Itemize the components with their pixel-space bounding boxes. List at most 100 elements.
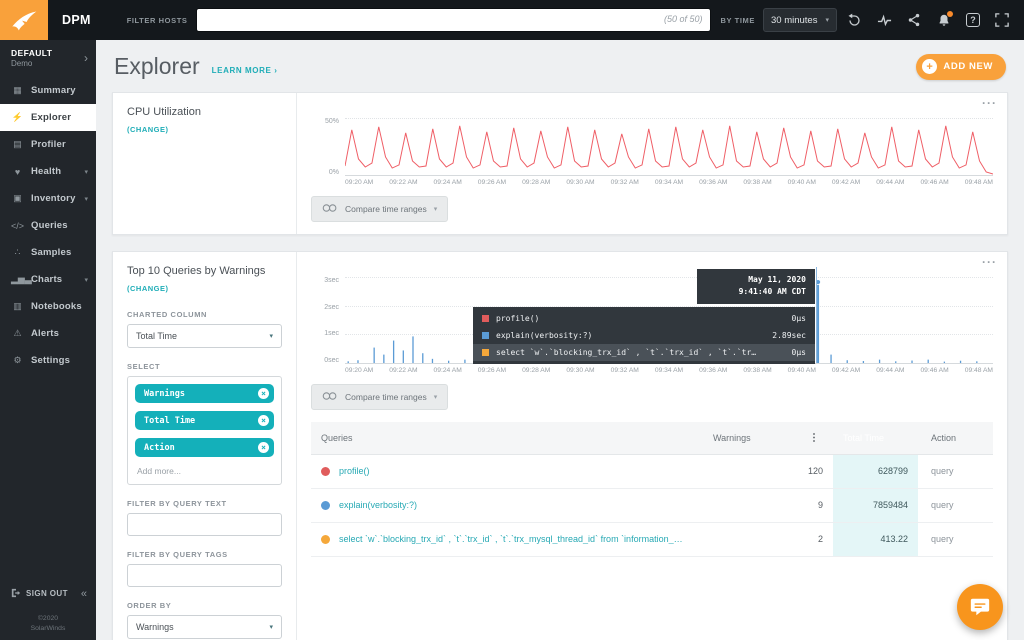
pill-label: Total Time [144,415,196,426]
pill-label: Action [144,442,175,453]
learn-more-link[interactable]: LEARN MORE › [211,65,278,75]
y-tick-label: 2sec [324,303,339,311]
column-menu-icon[interactable]: ⋮ [809,432,819,444]
series-dot [321,500,330,510]
sidebar-item-alerts[interactable]: ⚠ Alerts [0,320,96,347]
add-more-columns[interactable]: Add more... [137,466,181,477]
total-time-column-header[interactable]: Total Time [833,422,918,455]
plus-icon: + [922,59,938,74]
x-tick-label: 09:22 AM [389,179,418,186]
sidebar-item-inventory[interactable]: ▣ Inventory ▾ [0,185,96,212]
query-cell: profile() [311,454,703,489]
query-table-row[interactable]: select `w`.`blocking_trx_id` , `t`.`trx_… [311,522,993,557]
summary-grid-icon: ▦ [13,85,22,95]
queries-table: Queries Warnings ⋮ Total Time Action pro… [311,422,993,557]
query-link[interactable]: select `w`.`blocking_trx_id` , `t`.`trx_… [339,534,683,545]
chevron-down-icon: ▾ [825,17,829,24]
queries-card-side: Top 10 Queries by Warnings (CHANGE) CHAR… [113,252,297,640]
charted-column-label: CHARTED COLUMN [127,310,208,320]
cpu-card-title: CPU Utilization [127,106,201,118]
action-cell: query [918,454,993,489]
history-icon[interactable] [846,12,862,28]
query-table-row[interactable]: profile() 120 628799 query [311,454,993,489]
selected-column-pill[interactable]: Warnings × [135,384,274,404]
x-tick-label: 09:40 AM [787,367,816,374]
queries-chart: 3sec 2sec 1sec 0sec May 11, 2020 9:41:40 AM… [311,267,993,364]
select-columns-box[interactable]: Warnings × Total Time × Action × Add more... [127,376,282,486]
charted-column-dropdown[interactable]: Total Time ▾ [127,324,282,349]
sidebar-item-health[interactable]: ♥ Health ▾ [0,158,96,185]
collapse-sidebar-icon[interactable]: « [80,587,87,600]
sidebar: DEFAULT Demo › ▦ Summary ⚡ Explorer ▤ Profile… [0,40,96,640]
x-tick-label: 09:32 AM [610,179,639,186]
query-link[interactable]: profile() [339,466,370,477]
action-cell: query [918,488,993,523]
sidebar-item-settings[interactable]: ⚙ Settings [0,347,96,374]
chevron-down-icon: ▾ [269,624,273,632]
action-column-header[interactable]: Action [918,422,993,455]
sign-out-button[interactable]: SIGN OUT « [0,579,96,609]
queries-column-header[interactable]: Queries [311,422,703,455]
card-menu-icon[interactable]: ··· [982,96,997,110]
env-switcher[interactable]: DEFAULT Demo › [0,40,96,77]
compare-time-ranges-button[interactable]: Compare time ranges ▾ [311,196,449,222]
sidebar-item-summary[interactable]: ▦ Summary [0,77,96,104]
remove-column-icon[interactable]: × [258,388,269,400]
by-time-label: BY TIME [720,15,755,25]
order-by-dropdown[interactable]: Warnings ▾ [127,615,282,640]
gridline [345,277,993,278]
sidebar-item-profiler[interactable]: ▤ Profiler [0,131,96,158]
warnings-column-header[interactable]: Warnings ⋮ [703,422,833,455]
remove-column-icon[interactable]: × [258,415,269,427]
change-metric-link[interactable]: (CHANGE) [127,284,169,294]
selected-column-pill[interactable]: Action × [135,438,274,458]
queries-plot-area[interactable]: May 11, 2020 9:41:40 AM CDT profile() 0µs… [345,267,993,364]
chevron-down-icon: ▾ [433,206,438,213]
solarwinds-logo[interactable] [0,0,48,40]
x-tick-label: 09:42 AM [831,179,861,186]
change-metric-link[interactable]: (CHANGE) [127,125,169,135]
chat-widget-button[interactable] [957,584,1003,630]
page-header: Explorer LEARN MORE › + ADD NEW [112,40,1008,92]
topbar: DPM FILTER HOSTS (50 of 50) BY TIME 30 m… [0,0,1024,40]
x-tick-label: 09:28 AM [522,179,551,186]
total-time-cell: 628799 [833,454,918,489]
share-icon[interactable] [906,12,922,28]
pulse-icon[interactable] [876,12,892,28]
x-tick-label: 09:20 AM [345,367,374,374]
x-tick-label: 09:48 AM [964,179,993,186]
x-tick-label: 09:30 AM [566,179,595,186]
compare-time-ranges-button[interactable]: Compare time ranges ▾ [311,384,449,410]
notifications-icon[interactable] [936,11,953,28]
order-by-label: ORDER BY [127,601,172,611]
sidebar-item-notebooks[interactable]: ▥ Notebooks [0,293,96,320]
help-icon[interactable]: ? [966,13,980,27]
env-subtitle: Demo [11,59,33,68]
filter-query-tags-input[interactable] [127,564,282,588]
samples-dots-icon: ∴ [14,247,21,257]
fullscreen-icon[interactable] [994,12,1010,28]
x-axis-labels: 09:20 AM 09:22 AM 09:24 AM 09:26 AM 09:28 AM… [345,367,993,374]
filter-query-text-input[interactable] [127,513,282,537]
filter-query-text-label: FILTER BY QUERY TEXT [127,499,227,509]
card-menu-icon[interactable]: ··· [982,255,997,269]
sidebar-item-charts[interactable]: ▂▅▃ Charts ▾ [0,266,96,293]
sidebar-item-samples[interactable]: ∴ Samples [0,239,96,266]
charts-bars-icon: ▂▅▃ [11,274,32,284]
selected-column-pill[interactable]: Total Time × [135,411,274,431]
query-link[interactable]: explain(verbosity:?) [339,500,418,511]
remove-column-icon[interactable]: × [258,442,269,454]
page-title: Explorer [114,53,200,79]
add-new-button[interactable]: + ADD NEW [916,53,1006,80]
sidebar-item-explorer[interactable]: ⚡ Explorer [0,104,96,131]
query-table-row[interactable]: explain(verbosity:?) 9 7859484 query [311,488,993,523]
time-range-dropdown[interactable]: 30 minutes ▾ [762,8,837,32]
warnings-cell: 9 [703,488,833,523]
charted-column-value: Total Time [136,331,178,342]
queries-code-icon: </> [11,220,25,231]
cpu-plot-area[interactable] [345,118,993,176]
sidebar-item-queries[interactable]: </> Queries [0,212,96,239]
filter-hosts-input[interactable] [195,8,711,32]
query-cell: explain(verbosity:?) [311,488,703,523]
filter-hosts-label: FILTER HOSTS [126,15,188,25]
